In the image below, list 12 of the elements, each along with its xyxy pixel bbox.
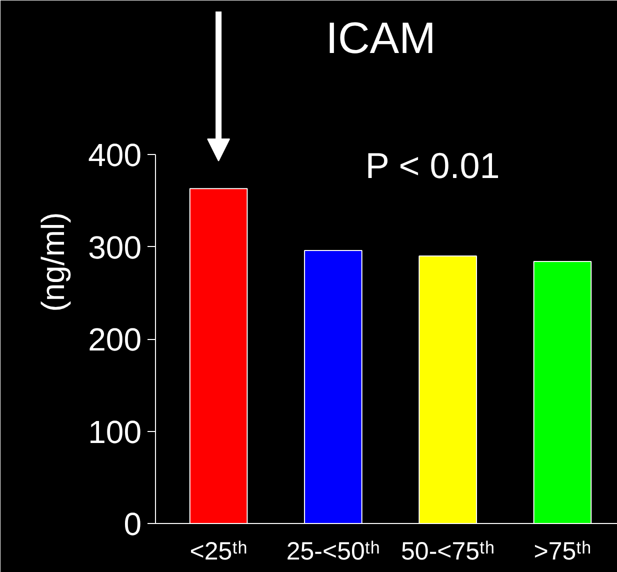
y-axis-title: (ng/ml) xyxy=(35,212,72,312)
x-tick-label: 50-<75ᵗʰ xyxy=(401,538,495,566)
x-tick-label: >75ᵗʰ xyxy=(534,538,592,566)
chart-title: ICAM xyxy=(326,14,436,63)
y-tick-label: 0 xyxy=(124,506,142,542)
annotation: P < 0.01 xyxy=(365,145,500,186)
y-tick-label: 300 xyxy=(88,229,142,266)
y-tick-label: 200 xyxy=(88,322,142,358)
y-tick-label: 400 xyxy=(88,137,142,173)
x-tick-label: 25-<50ᵗʰ xyxy=(286,538,380,566)
x-tick-label: <25ᵗʰ xyxy=(190,538,248,566)
y-tick-label: 100 xyxy=(88,414,142,450)
